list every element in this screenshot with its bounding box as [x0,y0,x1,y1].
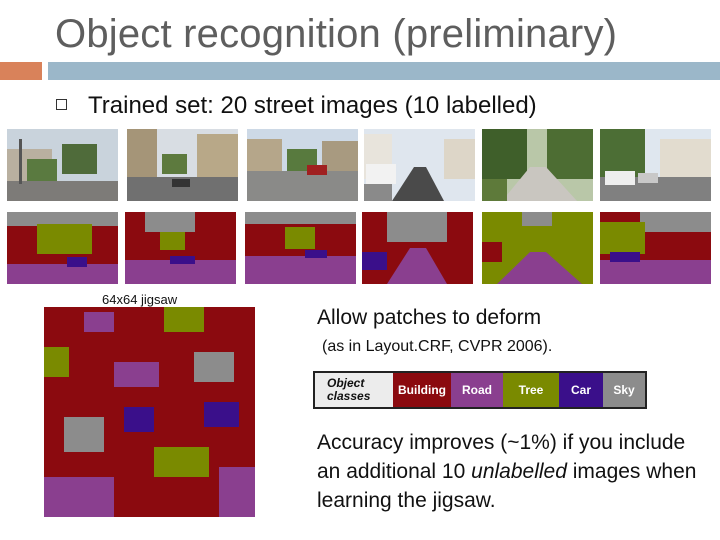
legend-item-sky: Sky [603,373,645,407]
street-photo-3 [247,129,358,201]
slide-title: Object recognition (preliminary) [55,12,618,56]
street-photo-6 [600,129,711,201]
street-photo-2 [127,129,238,201]
accuracy-text-emphasis: unlabelled [471,460,567,483]
accuracy-text-end: images when learning the jigsaw. [317,460,697,512]
legend-item-tree: Tree [503,373,559,407]
street-photo-5 [482,129,593,201]
accent-bar-blue [48,62,720,80]
deform-text: Allow patches to deform [317,306,542,329]
legend-header-line2: classes [327,389,371,403]
legend-label-tree: Tree [518,383,544,397]
legend-item-road: Road [451,373,503,407]
segmentation-3 [245,212,356,284]
legend-item-building: Building [393,373,451,407]
segmentation-6 [600,212,711,284]
jigsaw-label: 64x64 jigsaw [102,292,178,307]
bullet-text: Trained set: 20 street images (10 labell… [88,92,537,119]
layoutcrf-reference: (as in Layout.CRF, CVPR 2006). [322,338,553,355]
accuracy-text: Accuracy improves (~1%) if you include a… [317,428,707,515]
segmentation-5 [482,212,593,284]
segmentation-1 [7,212,118,284]
segmentation-2 [125,212,236,284]
bullet-square-icon [56,99,67,110]
legend-label-building: Building [398,383,446,397]
object-classes-legend: Object classes Building Road Tree Car Sky [313,371,647,409]
segmentation-4 [362,212,473,284]
legend-header: Object classes [315,373,393,407]
legend-item-car: Car [559,373,603,407]
street-photo-1 [7,129,118,201]
accent-bar-orange [0,62,42,80]
jigsaw-image [44,307,255,517]
legend-label-road: Road [462,383,492,397]
legend-label-car: Car [570,383,591,397]
legend-label-sky: Sky [613,383,635,397]
street-photo-4 [364,129,475,201]
legend-header-line1: Object [327,376,365,390]
accuracy-text-start: Accuracy improves (~1%) if you include a… [317,431,686,483]
